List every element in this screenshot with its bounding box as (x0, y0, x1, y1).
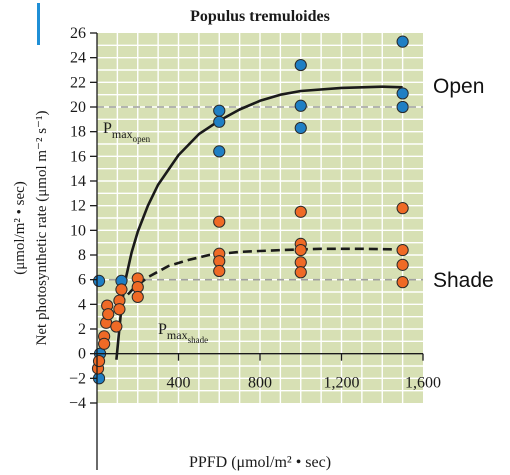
y-tick-label: 2 (78, 321, 86, 338)
y-tick-label: −4 (69, 395, 86, 412)
y-tick-label: 12 (70, 198, 86, 215)
x-tick-label: 1,200 (324, 375, 360, 392)
y-axis-label-units: (μmol/m² • sec) (12, 181, 28, 275)
shade-point (115, 283, 128, 296)
open-point (213, 115, 226, 128)
x-tick-label: 800 (248, 375, 272, 392)
y-tick-label: 16 (70, 148, 86, 165)
y-axis-label: Net photosynthetic rate (μmol m⁻² s⁻¹) (34, 111, 50, 346)
pmax-open-sub: max (112, 127, 133, 141)
y-tick-label: 0 (78, 346, 86, 363)
shade-point (294, 205, 307, 218)
y-tick-label: −2 (69, 370, 86, 387)
shade-point (92, 354, 106, 368)
open-point (213, 104, 226, 117)
pmax-lines (97, 106, 423, 281)
y-tick-label: 26 (70, 25, 86, 42)
data-points (91, 35, 409, 385)
y-tick-label: 10 (70, 222, 86, 239)
y-tick-label: 22 (70, 74, 86, 91)
shade-point (110, 320, 123, 333)
open-point (213, 145, 226, 158)
shade-point (396, 276, 409, 289)
open-point (396, 100, 409, 114)
pmax-shade-sub2: shade (188, 335, 209, 345)
axes (90, 32, 424, 470)
open-point (396, 35, 409, 48)
shade-point (294, 243, 307, 257)
shade-point (131, 290, 144, 304)
shade-label: Shade (433, 269, 494, 292)
shade-point (213, 264, 226, 278)
pmax-shade-label: Pmaxshade (158, 321, 208, 345)
y-tick-label: 20 (70, 99, 86, 116)
y-tick-label: 18 (70, 124, 86, 141)
accent-bar (37, 3, 40, 45)
open-point (294, 99, 307, 112)
open-point (294, 121, 307, 135)
shade-point (113, 303, 126, 316)
shade-point (396, 202, 409, 215)
x-tick-label: 1,600 (405, 375, 441, 392)
pmax-open-sub2: open (133, 134, 151, 144)
y-tick-label: 6 (78, 272, 86, 289)
y-tick-label: 8 (78, 247, 86, 264)
shade-point (98, 337, 111, 350)
y-tick-label: 4 (78, 296, 86, 313)
y-tick-label: 14 (70, 173, 86, 190)
x-axis-label: PPFD (μmol/m² • sec) (189, 454, 331, 471)
open-point (92, 274, 106, 287)
pmax-shade-sub: max (167, 328, 188, 342)
shade-point (396, 258, 409, 271)
shade-point (213, 215, 226, 228)
open-label: Open (433, 75, 484, 98)
y-tick-label: 24 (70, 50, 86, 67)
open-point (294, 58, 307, 72)
shade-point (396, 243, 409, 257)
open-point (396, 87, 409, 100)
pmax-open-label: Pmaxopen (103, 120, 151, 144)
chart-title: Populus tremuloides (190, 8, 330, 25)
shade-point (294, 266, 307, 279)
shade-point (102, 308, 115, 321)
x-tick-label: 400 (167, 375, 191, 392)
